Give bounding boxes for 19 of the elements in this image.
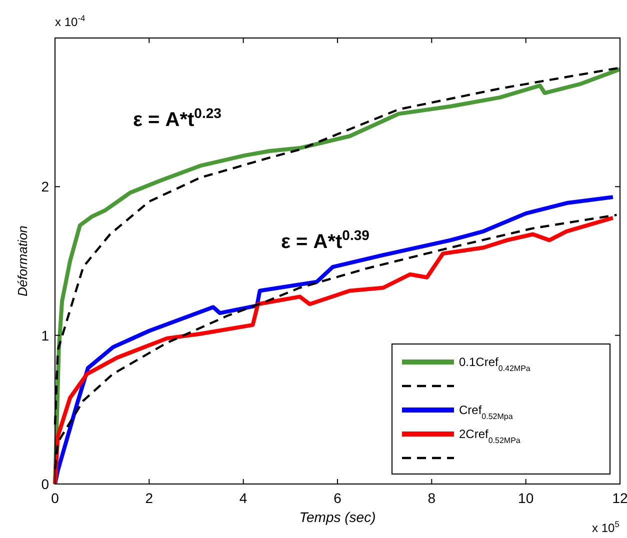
- legend-label: 2Cref$_{0.52MPa}$: [459, 427, 521, 444]
- x-tick-label: 4: [239, 490, 248, 506]
- annotation: ε = A*t$^{0.23}$: [133, 105, 222, 131]
- text: x 10$^{-4}$: [55, 13, 86, 29]
- x-tick-label: 2: [145, 490, 154, 506]
- legend-label: Cref$_{0.52Mpa}$: [459, 403, 514, 420]
- y-tick-label: 2: [41, 178, 50, 195]
- y-tick-label: 1: [41, 327, 50, 344]
- x-axis-title: Temps (sec): [299, 509, 376, 525]
- y-tick-label: 0: [41, 476, 50, 492]
- x-tick-label: 8: [428, 490, 436, 506]
- annotation: ε = A*t$^{0.39}$: [281, 227, 370, 253]
- legend-label: 0.1Cref$_{0.42MPa}$: [459, 355, 531, 372]
- x-tick-label: 6: [334, 490, 342, 506]
- x-tick-label: 12: [612, 490, 627, 506]
- text: x 10$^{5}$: [592, 519, 620, 535]
- x-tick-label: 0: [51, 490, 60, 506]
- y-axis-title: Déformation: [15, 226, 30, 296]
- x-tick-label: 10: [518, 490, 534, 506]
